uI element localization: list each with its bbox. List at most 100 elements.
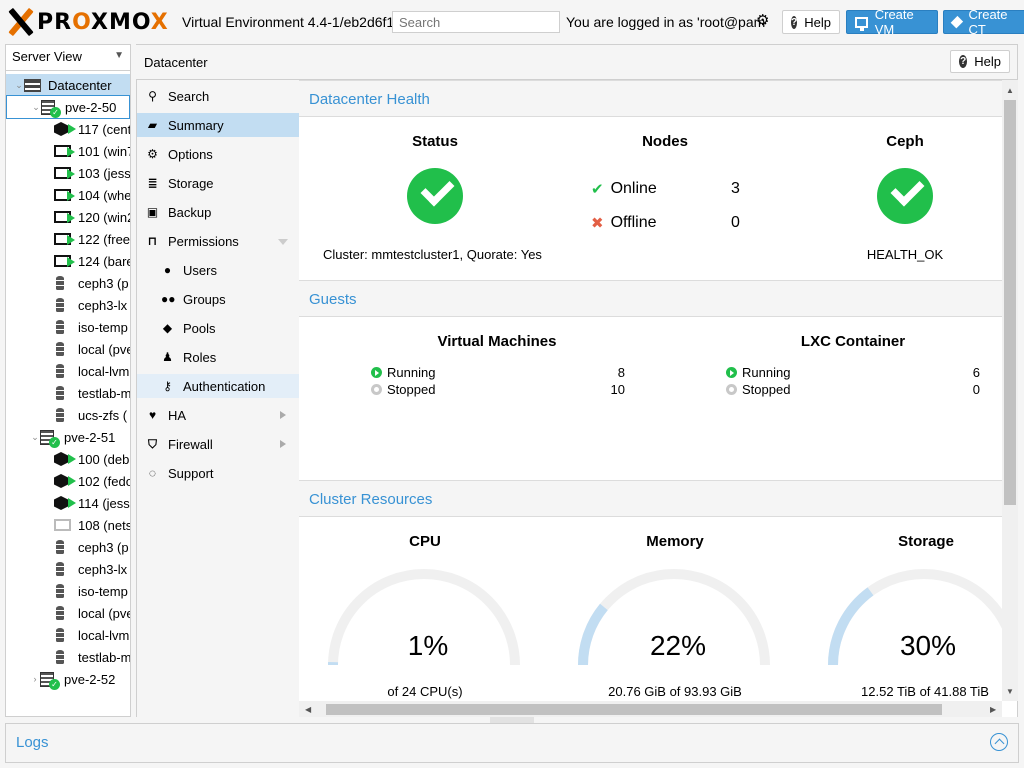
tree-item-ct[interactable]: 102 (fedo	[6, 470, 130, 492]
container-running-icon	[54, 474, 76, 488]
male-icon: ♟	[162, 350, 173, 364]
online-label: Online	[610, 180, 657, 197]
cpu-sub: of 24 CPU(s)	[387, 684, 463, 699]
nav-storage[interactable]: ≣ Storage	[137, 171, 300, 195]
server-online-icon	[40, 429, 60, 448]
expander-icon[interactable]: ⌄	[32, 101, 40, 112]
nav-pools[interactable]: ◆ Pools	[137, 316, 300, 340]
top-bar: PROXMOX Virtual Environment 4.4-1/eb2d6f…	[0, 0, 1024, 44]
play-circle-icon	[726, 367, 737, 378]
tree-item-db[interactable]: iso-temp	[6, 316, 130, 338]
tree-item-ct[interactable]: 100 (deb	[6, 448, 130, 470]
search-input[interactable]	[392, 11, 560, 33]
tree-item-vm[interactable]: 124 (bare	[6, 250, 130, 272]
tree-item-label: 100 (deb	[78, 451, 130, 467]
memory-percent: 22%	[649, 630, 707, 661]
ceph-title: Ceph	[886, 133, 924, 150]
tree-item-label: testlab-m	[78, 385, 131, 401]
tree-item-label: 103 (jess	[78, 165, 131, 181]
storage-icon	[54, 539, 72, 555]
tree-item-db[interactable]: local (pve	[6, 338, 130, 360]
collapse-arrow-icon[interactable]	[278, 239, 288, 245]
gear-icon[interactable]: ⚙	[756, 12, 770, 29]
tree-item-db[interactable]: testlab-m	[6, 646, 130, 668]
tree-item-vm[interactable]: 103 (jess	[6, 162, 131, 184]
tree-item-label: ceph3-lx	[78, 297, 128, 313]
expand-arrow-icon[interactable]	[280, 411, 286, 419]
create-vm-button[interactable]: Create VM	[846, 7, 938, 37]
vm-stopped-label: Stopped	[387, 382, 436, 397]
tree-item-db[interactable]: local-lvm	[6, 624, 130, 646]
scroll-down-icon[interactable]: ▼	[1006, 687, 1014, 696]
log-splitter[interactable]	[490, 717, 534, 723]
scroll-up-icon[interactable]: ▲	[1006, 86, 1014, 95]
tree-item-db[interactable]: local (pve	[6, 602, 130, 624]
nav-search[interactable]: ⚲ Search	[137, 84, 300, 108]
tree-item-vm[interactable]: 122 (free	[6, 228, 130, 250]
tree-item-vm[interactable]: 120 (win2	[6, 206, 130, 228]
nav-summary[interactable]: ▰ Summary	[137, 113, 300, 137]
vm-running-label: Running	[387, 365, 436, 380]
status-title: Status	[412, 133, 458, 150]
tree-item-label: pve-2-51	[64, 429, 116, 445]
tree-item-db[interactable]: iso-temp	[6, 580, 130, 602]
content-help-button[interactable]: ? Help	[950, 50, 1010, 73]
tree-item-db[interactable]: ceph3 (p	[6, 272, 130, 294]
nav-backup[interactable]: ▣ Backup	[137, 200, 300, 224]
expander-icon[interactable]: ⌄	[31, 431, 39, 442]
tree-item-vm[interactable]: 104 (whe	[6, 184, 130, 206]
tree-item-db[interactable]: testlab-m	[6, 382, 131, 404]
nav-roles[interactable]: ♟ Roles	[137, 345, 300, 369]
tree-item-db[interactable]: ucs-zfs (	[6, 404, 130, 426]
tree-item-node[interactable]: ⌄ pve-2-50	[6, 95, 130, 119]
storage-gauge-fill	[828, 587, 874, 666]
expander-icon[interactable]: ›	[33, 674, 37, 684]
expander-icon[interactable]: ⌄	[15, 79, 23, 90]
scroll-right-icon[interactable]: ▶	[990, 705, 997, 714]
storage-icon	[54, 297, 72, 313]
vertical-scroll-thumb[interactable]	[1004, 100, 1016, 505]
nav-options[interactable]: ⚙ Options	[137, 142, 300, 166]
tree-item-node[interactable]: › pve-2-52	[6, 668, 130, 690]
server-online-icon	[40, 671, 60, 690]
chevron-up-icon[interactable]	[990, 733, 1008, 751]
expand-arrow-icon[interactable]	[280, 440, 286, 448]
scroll-left-icon[interactable]: ◀	[305, 705, 312, 714]
lxc-stopped-count: 0	[972, 382, 980, 397]
lxc-title: LXC Container	[800, 333, 906, 350]
nav-permissions[interactable]: ⊓ Permissions	[137, 229, 300, 253]
server-online-icon	[41, 99, 61, 118]
nav-ha[interactable]: ♥ HA	[137, 403, 300, 427]
tree-item-db[interactable]: local-lvm	[6, 360, 130, 382]
view-selector[interactable]: Server View ▼	[6, 45, 130, 71]
help-button[interactable]: ? Help	[782, 10, 840, 34]
create-ct-button[interactable]: Create CT	[943, 7, 1024, 37]
tree-item-dc[interactable]: ⌄ Datacenter	[6, 74, 130, 96]
storage-icon	[54, 649, 72, 665]
tree-item-label: iso-temp	[78, 583, 128, 599]
storage-title: Storage	[898, 533, 954, 550]
nav-firewall[interactable]: ⛉ Firewall	[137, 432, 300, 456]
nav-groups[interactable]: ●● Groups	[137, 287, 300, 311]
nav-authentication[interactable]: ⚷ Authentication	[137, 374, 300, 398]
tree-item-ct[interactable]: 114 (jess	[6, 492, 130, 514]
vm-running-icon	[54, 232, 75, 246]
nav-support[interactable]: ◌ Support	[137, 461, 300, 485]
horizontal-scroll-thumb[interactable]	[326, 704, 942, 715]
tree-item-node[interactable]: ⌄ pve-2-51	[6, 426, 130, 448]
tree-item-vm[interactable]: 101 (win7	[6, 140, 130, 162]
status-ok-icon	[407, 168, 463, 224]
nav-panel: ⚲ Search ▰ Summary ⚙ Options ≣ Storage ▣ Back…	[136, 80, 300, 717]
tree-item-vmoff[interactable]: 108 (nets	[6, 514, 130, 536]
offline-label: Offline	[610, 214, 657, 231]
lxc-running-row: Running	[726, 365, 790, 380]
tree-item-db[interactable]: ceph3-lx	[6, 294, 130, 316]
storage-icon	[54, 275, 72, 291]
nav-users[interactable]: ● Users	[137, 258, 300, 282]
tree-item-ct[interactable]: 117 (cent	[6, 118, 130, 140]
vm-running-icon	[54, 144, 75, 158]
monitor-icon	[855, 16, 868, 31]
tree-item-db[interactable]: ceph3-lx	[6, 558, 130, 580]
version-text: Virtual Environment 4.4-1/eb2d6f1e	[182, 14, 402, 30]
tree-item-db[interactable]: ceph3 (p	[6, 536, 130, 558]
